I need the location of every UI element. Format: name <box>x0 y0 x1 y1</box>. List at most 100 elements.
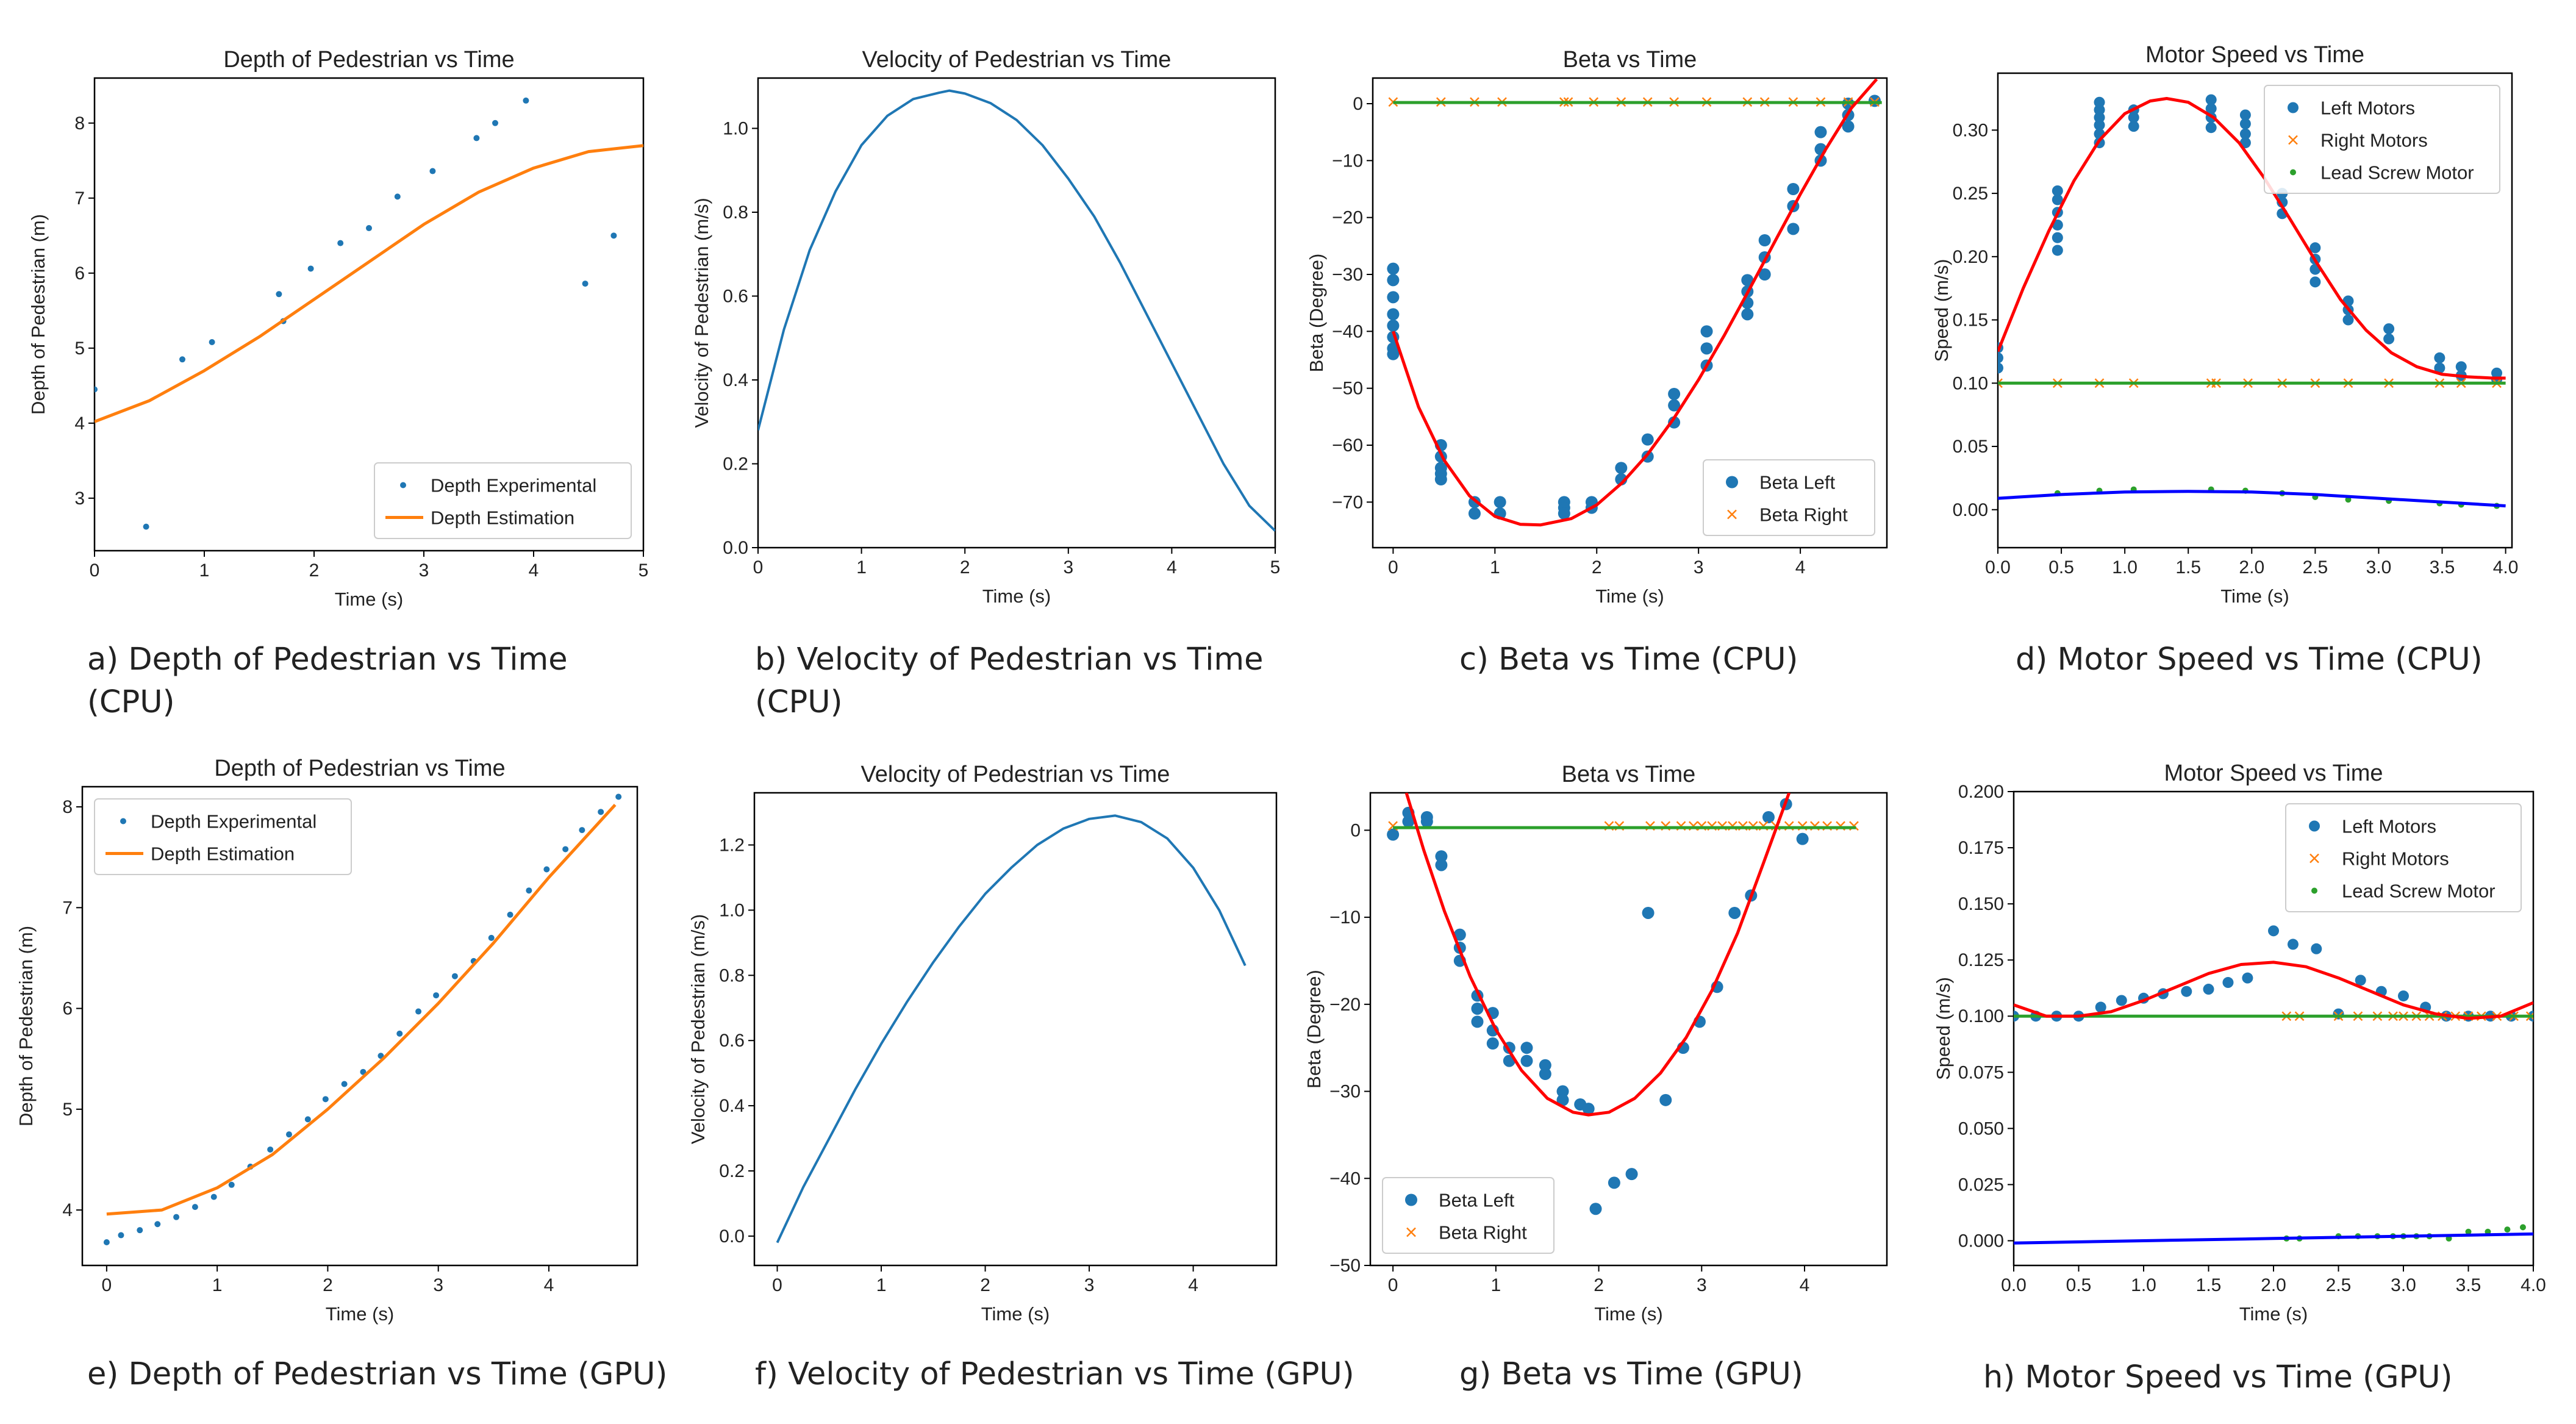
chart-d-x-tick-label: 2.5 <box>2303 557 2328 578</box>
chart-g-legend-label: Beta Left <box>1439 1190 1514 1211</box>
chart-e-depth-experimental-point <box>192 1204 198 1210</box>
chart-c-x-tick-label: 1 <box>1490 557 1500 578</box>
chart-a-depth-experimental-point <box>308 265 314 271</box>
chart-d-y-tick-label: 0.20 <box>1953 247 1988 267</box>
chart-h-lead-screw-motor-point <box>2504 1226 2510 1233</box>
chart-a-caption: a) Depth of Pedestrian vs Time <box>87 642 568 678</box>
chart-d-left-motors-point <box>2052 232 2063 243</box>
chart-c-legend-label: Beta Right <box>1759 504 1848 526</box>
chart-a-y-tick-label: 5 <box>74 338 85 359</box>
chart-e-caption: e) Depth of Pedestrian vs Time (GPU) <box>87 1356 667 1392</box>
chart-e-y-tick-label: 4 <box>62 1200 73 1220</box>
chart-d-y-tick-label: 0.15 <box>1953 310 1988 331</box>
chart-g-y-axis-label: Beta (Degree) <box>1303 970 1325 1089</box>
chart-d-x-tick-label: 3.0 <box>2366 557 2392 578</box>
chart-e-legend-label: Depth Estimation <box>151 843 295 865</box>
chart-c-beta-left-point <box>1787 183 1799 195</box>
chart-a-y-tick-label: 6 <box>74 263 85 284</box>
chart-a-depth-experimental-point <box>366 225 372 231</box>
chart-a-y-tick-label: 8 <box>74 113 85 134</box>
chart-b-caption: (CPU) <box>755 684 843 720</box>
chart-a-y-tick-label: 4 <box>74 413 85 434</box>
chart-d-legend: Left MotorsRight MotorsLead Screw Motor <box>2264 85 2500 193</box>
chart-e-x-tick-label: 1 <box>212 1275 223 1295</box>
chart-f-y-tick-label: 0.4 <box>719 1096 745 1116</box>
chart-f-caption: f) Velocity of Pedestrian vs Time (GPU) <box>755 1356 1354 1392</box>
chart-g-x-tick-label: 1 <box>1491 1275 1501 1295</box>
chart-f-title: Velocity of Pedestrian vs Time <box>861 762 1170 787</box>
chart-d-left-motors-point <box>2383 334 2394 345</box>
chart-g-beta-left-point <box>1608 1176 1620 1189</box>
chart-g-legend: Beta LeftBeta Right <box>1383 1178 1554 1253</box>
chart-f-y-tick-label: 1.0 <box>719 900 745 920</box>
chart-h-y-tick-label: 0.075 <box>1958 1062 2004 1082</box>
chart-c-y-tick-label: −50 <box>1332 379 1363 399</box>
chart-c-beta-left-point <box>1387 263 1399 275</box>
chart-g-beta-left-point <box>1471 1003 1483 1015</box>
chart-c-beta-left-point <box>1787 223 1799 235</box>
chart-a-y-tick-label: 3 <box>74 488 85 509</box>
chart-h-x-tick-label: 1.5 <box>2196 1275 2222 1295</box>
chart-b-y-tick-label: 0.0 <box>723 538 748 558</box>
chart-c-x-tick-label: 4 <box>1795 557 1806 578</box>
chart-a-legend-swatch-dot <box>400 482 406 488</box>
chart-d-left-motors-point <box>2094 97 2105 108</box>
chart-h-x-tick-label: 2.0 <box>2261 1275 2286 1295</box>
chart-c-beta-left-point <box>1387 308 1399 320</box>
chart-d-left-motors-point <box>2309 276 2320 287</box>
chart-c-y-axis-label: Beta (Degree) <box>1306 254 1327 373</box>
chart-g-beta-left-point <box>1520 1055 1533 1067</box>
chart-h-left-motors-point <box>2288 939 2299 950</box>
chart-a-depth-experimental-point <box>395 193 401 199</box>
chart-d-legend-swatch-dot <box>2288 102 2299 113</box>
chart-g-beta-left-point <box>1539 1068 1551 1080</box>
chart-e-legend-label: Depth Experimental <box>151 811 317 832</box>
chart-e-x-axis-label: Time (s) <box>326 1303 395 1325</box>
chart-d-y-tick-label: 0.25 <box>1953 184 1988 204</box>
chart-d-left-motors-point <box>2206 95 2217 106</box>
chart-h-y-tick-label: 0.150 <box>1958 894 2004 914</box>
chart-g-beta-left-point <box>1471 1015 1483 1028</box>
chart-e-depth-experimental-point <box>173 1214 179 1220</box>
chart-e-legend-swatch-dot <box>120 818 126 825</box>
chart-g-beta-left-point <box>1797 833 1809 845</box>
chart-b-x-tick-label: 1 <box>856 557 867 578</box>
chart-g-y-tick-label: −50 <box>1329 1256 1361 1276</box>
chart-d-x-tick-label: 1.5 <box>2175 557 2201 578</box>
chart-c-y-tick-label: 0 <box>1353 94 1363 114</box>
chart-a-depth-experimental-point <box>582 281 589 287</box>
chart-d-left-motors-point <box>2383 323 2394 334</box>
chart-panel-b: 0123450.00.20.40.60.81.0Velocity of Pede… <box>691 47 1280 720</box>
chart-h-y-tick-label: 0.175 <box>1958 838 2004 858</box>
chart-c-x-axis-label: Time (s) <box>1595 585 1664 607</box>
chart-c-y-tick-label: −20 <box>1332 208 1363 228</box>
chart-g-beta-left-point <box>1520 1042 1533 1054</box>
chart-d-lead-fit-line <box>1998 492 2506 506</box>
chart-h-legend-label: Left Motors <box>2342 816 2436 837</box>
chart-h-left-motors-point <box>2095 1002 2106 1013</box>
chart-h-x-tick-label: 3.0 <box>2391 1275 2416 1295</box>
chart-a-depth-experimental-point <box>179 356 185 362</box>
chart-c-beta-left-point <box>1494 496 1506 508</box>
chart-d-left-motors-point <box>1992 362 2003 373</box>
chart-c-y-tick-label: −70 <box>1332 492 1363 512</box>
chart-e-x-tick-label: 3 <box>433 1275 443 1295</box>
chart-a-depth-experimental-point <box>610 232 617 238</box>
chart-a-depth-experimental-point <box>492 120 498 126</box>
chart-h-left-motors-point <box>2181 986 2192 997</box>
chart-panel-c: 012340−10−20−30−40−50−60−70Beta vs TimeT… <box>1306 47 1887 678</box>
chart-h-legend: Left MotorsRight MotorsLead Screw Motor <box>2286 804 2521 912</box>
chart-f-x-tick-label: 1 <box>876 1275 887 1295</box>
chart-c-caption: c) Beta vs Time (CPU) <box>1459 642 1798 678</box>
chart-b-y-axis-label: Velocity of Pedestrian (m/s) <box>691 198 712 428</box>
chart-b-axes-frame <box>758 78 1275 548</box>
chart-d-caption: d) Motor Speed vs Time (CPU) <box>2016 642 2483 678</box>
chart-panel-a: 012345345678Depth of Pedestrian vs TimeT… <box>27 47 648 720</box>
chart-b-title: Velocity of Pedestrian vs Time <box>862 47 1172 73</box>
chart-c-beta-left-point <box>1701 325 1713 337</box>
chart-h-title: Motor Speed vs Time <box>2164 760 2383 786</box>
chart-h-lead-screw-motor-point <box>2520 1224 2526 1230</box>
chart-g-x-tick-label: 0 <box>1388 1275 1398 1295</box>
chart-e-title: Depth of Pedestrian vs Time <box>214 756 505 781</box>
chart-h-left-motors-point <box>2116 995 2127 1006</box>
